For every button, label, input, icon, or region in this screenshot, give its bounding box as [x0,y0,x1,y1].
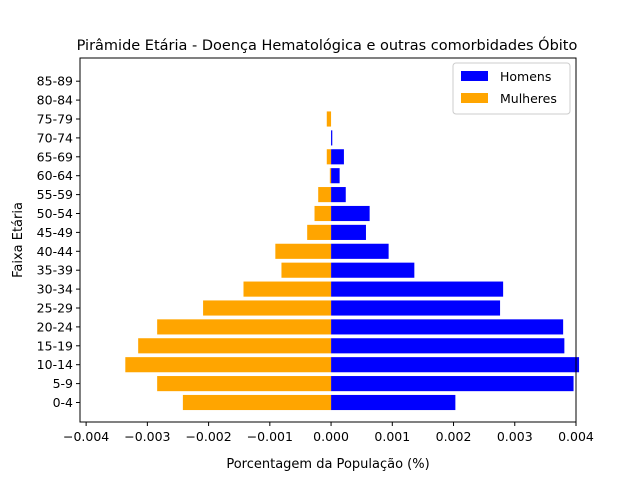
axes-group: 0-4 5-9 10-14 15-19 20-24 25-29 30-34 35-39 40-4… [37,74,594,444]
bar-homens-5-9 [331,376,574,392]
bar-homens-55-59 [331,187,346,203]
x-tick-label: 0.001 [374,429,410,444]
y-tick-label: 10-14 [37,357,73,372]
x-tick-label: 0.002 [436,429,472,444]
bar-homens-60-64 [331,168,340,184]
bar-homens-10-14 [331,357,580,373]
y-tick-label: 80-84 [37,93,73,108]
y-tick-label: 70-74 [37,130,73,145]
bar-homens-40-44 [331,243,389,259]
legend: Homens Mulheres [452,62,571,115]
bar-mulheres-60-64 [329,168,332,184]
bar-mulheres-65-69 [326,149,332,165]
y-tick-label: 50-54 [37,206,73,221]
legend-label-homens: Homens [500,69,551,84]
bar-mulheres-45-49 [307,224,332,240]
x-tick-label: −0.003 [124,429,170,444]
y-tick-label: 35-39 [37,263,73,278]
bar-homens-0-4 [331,394,456,411]
legend-swatch-homens [461,71,488,81]
y-tick-label: 45-49 [37,225,73,240]
bar-mulheres-25-29 [203,300,332,316]
bar-homens-50-54 [331,205,370,222]
y-tick-label: 85-89 [37,74,73,89]
legend-label-mulheres: Mulheres [500,91,557,106]
bar-mulheres-5-9 [157,376,332,392]
x-tick-label: −0.002 [185,429,231,444]
y-axis-label: Faixa Etária [11,202,26,278]
y-tick-label: 65-69 [37,149,73,164]
bar-mulheres-40-44 [275,243,332,259]
bar-homens-30-34 [331,281,504,297]
y-tick-label: 0-4 [53,395,73,410]
y-tick-label: 15-19 [37,338,73,353]
x-axis-label: Porcentagem da População (%) [226,457,429,472]
bar-mulheres-20-24 [157,319,332,335]
y-tick-label: 25-29 [37,301,73,316]
bar-homens-15-19 [331,338,565,354]
bar-mulheres-75-79 [326,111,332,127]
bar-homens-65-69 [331,149,344,165]
plot-frame [79,57,577,423]
y-tick-label: 5-9 [53,376,73,391]
bars-group [125,111,580,411]
y-tick-label: 20-24 [37,319,73,334]
y-tick-label: 40-44 [37,244,73,259]
chart-title: Pirâmide Etária - Doença Hematológica e … [77,36,578,54]
bar-mulheres-15-19 [138,338,332,354]
bar-mulheres-10-14 [125,357,332,373]
x-tick-label: 0.004 [558,429,594,444]
bar-mulheres-50-54 [314,205,332,222]
x-tick-label: −0.004 [63,429,109,444]
bar-mulheres-30-34 [243,281,332,297]
bar-homens-45-49 [331,224,366,240]
bar-homens-35-39 [331,262,415,278]
x-tick-label: −0.001 [247,429,293,444]
bar-homens-25-29 [331,300,501,316]
x-tick-label: 0.003 [497,429,533,444]
bar-homens-70-74 [331,130,333,146]
bar-mulheres-35-39 [281,262,332,278]
y-tick-label: 55-59 [37,187,73,202]
bar-homens-20-24 [331,319,564,335]
x-tick-label: 0.000 [313,429,349,444]
bar-mulheres-0-4 [182,394,332,411]
legend-swatch-mulheres [461,93,488,103]
y-tick-label: 60-64 [37,168,73,183]
bar-mulheres-55-59 [318,187,332,203]
y-tick-label: 75-79 [37,112,73,127]
y-tick-label: 30-34 [37,282,73,297]
